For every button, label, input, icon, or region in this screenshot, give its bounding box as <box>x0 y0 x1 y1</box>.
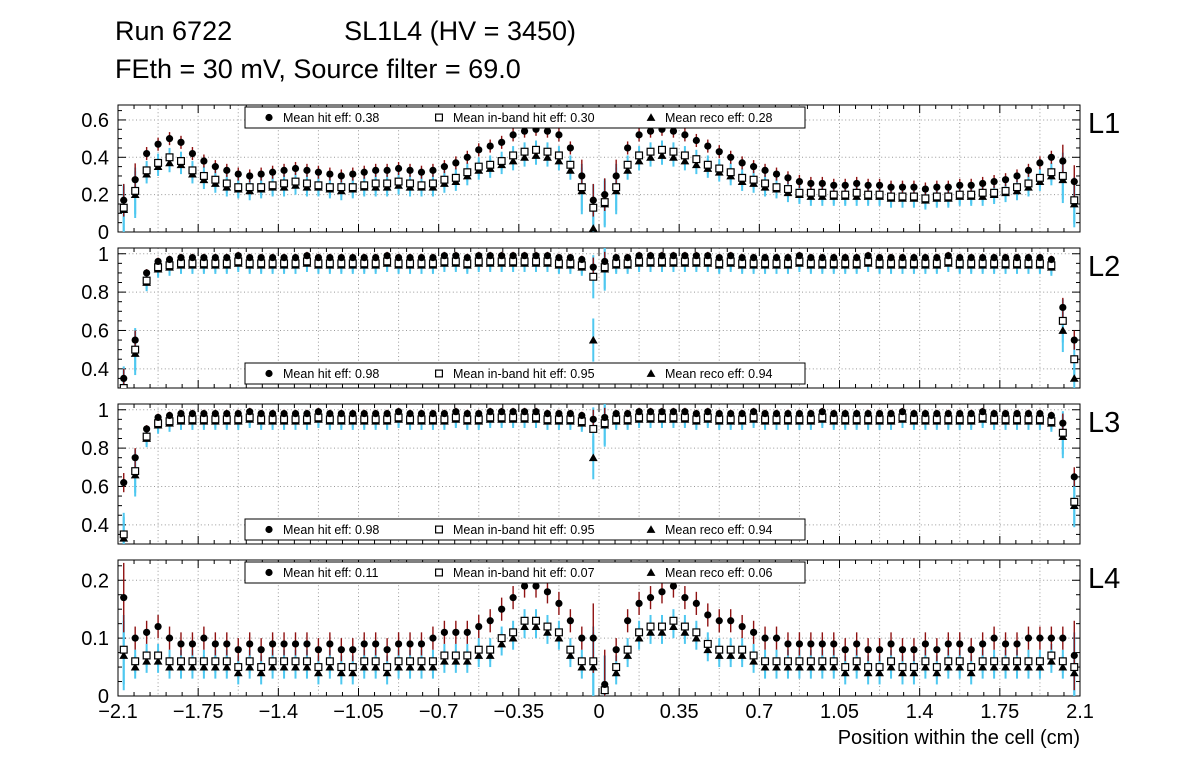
axis-ticks <box>117 560 1081 697</box>
panel-label: L2 <box>1088 251 1120 283</box>
reco-eff-markers <box>119 622 1079 694</box>
legend: Mean hit eff: 0.98 Mean in-band hit eff: … <box>244 362 806 385</box>
legend-entry-label: Mean reco eff: 0.06 <box>665 566 773 580</box>
series-data <box>119 562 1079 696</box>
svg-text:0.4: 0.4 <box>81 147 109 169</box>
svg-text:1.05: 1.05 <box>820 701 859 723</box>
panel-L2: 0.4 0.6 0.8 1 Mean hit eff: 0.98 Mean in-band… <box>81 244 1120 389</box>
series-data <box>119 248 1079 388</box>
hit-eff-markers <box>120 252 1078 383</box>
in-band-hit-eff-markers <box>119 616 1079 695</box>
legend-entry-label: Mean hit eff: 0.98 <box>283 367 379 381</box>
hit-eff-error-bars <box>123 407 1075 493</box>
svg-text:0: 0 <box>98 686 109 708</box>
panel-L4: 0 0.1 0.2 Mean hit eff: 0.11 Mean in-band hi… <box>81 559 1120 708</box>
svg-text:0.35: 0.35 <box>660 701 699 723</box>
legend-entry-label: Mean reco eff: 0.94 <box>665 523 773 537</box>
legend: Mean hit eff: 0.11 Mean in-band hit eff: … <box>244 561 806 584</box>
svg-text:1.75: 1.75 <box>980 701 1019 723</box>
legend-entry-label: Mean in-band hit eff: 0.07 <box>453 566 595 580</box>
legend-entry-label: Mean in-band hit eff: 0.30 <box>453 111 595 125</box>
svg-text:1.4: 1.4 <box>906 701 934 723</box>
hit-eff-markers <box>120 408 1078 487</box>
axis-ticks <box>117 248 1081 389</box>
legend-entry-label: Mean in-band hit eff: 0.95 <box>453 523 595 537</box>
svg-text:−1.4: −1.4 <box>259 701 298 723</box>
svg-text:−1.75: −1.75 <box>173 701 224 723</box>
svg-text:0.2: 0.2 <box>81 570 109 592</box>
in-band-hit-eff-markers <box>119 257 1079 388</box>
svg-text:0.4: 0.4 <box>81 359 109 381</box>
legend-entry-label: Mean reco eff: 0.28 <box>665 111 773 125</box>
series-data <box>119 122 1079 232</box>
figure-header: Run 6722 SL1L4 (HV = 3450) FEth = 30 mV,… <box>115 12 576 88</box>
svg-text:0.6: 0.6 <box>81 110 109 132</box>
svg-text:−1.05: −1.05 <box>333 701 384 723</box>
legend-entry-label: Mean hit eff: 0.98 <box>283 523 379 537</box>
panel-label: L3 <box>1088 407 1120 439</box>
svg-text:0.8: 0.8 <box>81 438 109 460</box>
panel-L1: 0 0.2 0.4 0.6 Mean hit eff: 0.38 Mean in-band… <box>81 104 1120 244</box>
run-title: Run 6722 <box>115 16 233 46</box>
panel-label: L1 <box>1088 108 1120 140</box>
series-data <box>119 404 1079 544</box>
svg-text:0: 0 <box>593 701 604 723</box>
figure-subtitle: FEth = 30 mV, Source filter = 69.0 <box>115 54 521 84</box>
hit-eff-markers <box>120 582 1078 689</box>
svg-text:0.1: 0.1 <box>81 628 109 650</box>
svg-text:1: 1 <box>98 244 109 266</box>
svg-text:0.8: 0.8 <box>81 282 109 304</box>
legend-entry-label: Mean hit eff: 0.38 <box>283 111 379 125</box>
panel-L3: 0.4 0.6 0.8 1 Mean hit eff: 0.98 Mean in-band… <box>81 400 1120 545</box>
y-axis-labels: 0 0.2 0.4 0.6 <box>81 110 109 244</box>
legend-entry-label: Mean hit eff: 0.11 <box>283 566 378 580</box>
legend-box <box>244 362 806 385</box>
legend: Mean hit eff: 0.98 Mean in-band hit eff: … <box>244 518 806 541</box>
legend-entry-label: Mean in-band hit eff: 0.95 <box>453 367 595 381</box>
chamber-title: SL1L4 (HV = 3450) <box>344 16 577 46</box>
svg-text:1: 1 <box>98 400 109 422</box>
legend: Mean hit eff: 0.38 Mean in-band hit eff: … <box>244 106 806 129</box>
svg-text:0.2: 0.2 <box>81 185 109 207</box>
svg-text:0.7: 0.7 <box>745 701 773 723</box>
y-axis-labels: 0.4 0.6 0.8 1 <box>81 244 109 381</box>
svg-text:0.6: 0.6 <box>81 320 109 342</box>
svg-text:0.4: 0.4 <box>81 515 109 537</box>
svg-text:−2.1: −2.1 <box>98 701 137 723</box>
y-axis-labels: 0.4 0.6 0.8 1 <box>81 400 109 537</box>
x-axis-title: Position within the cell (cm) <box>838 727 1080 749</box>
y-axis-labels: 0 0.1 0.2 <box>81 570 109 708</box>
legend-entry-label: Mean reco eff: 0.94 <box>665 367 773 381</box>
svg-text:0: 0 <box>98 222 109 244</box>
hit-eff-markers <box>120 125 1078 204</box>
panel-label: L4 <box>1088 563 1120 595</box>
legend-box <box>244 106 806 129</box>
svg-text:−0.7: −0.7 <box>419 701 458 723</box>
x-axis-labels: −2.1 −1.75 −1.4 −1.05 −0.7 −0.35 0 0.35 0.7 1.05 1… <box>98 701 1094 749</box>
svg-text:2.1: 2.1 <box>1066 701 1094 723</box>
legend-box <box>244 561 806 584</box>
legend-box <box>244 518 806 541</box>
in-band-hit-eff-markers <box>119 145 1079 212</box>
svg-text:0.6: 0.6 <box>81 476 109 498</box>
svg-text:−0.35: −0.35 <box>494 701 545 723</box>
